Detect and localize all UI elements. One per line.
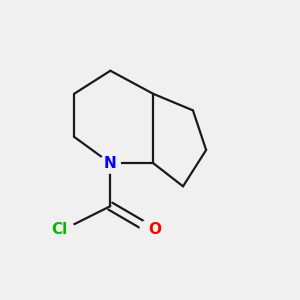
Text: Cl: Cl: [51, 222, 67, 237]
Circle shape: [100, 153, 120, 173]
Circle shape: [54, 219, 74, 239]
Circle shape: [140, 219, 160, 239]
Text: N: N: [104, 156, 117, 171]
Text: O: O: [148, 222, 161, 237]
